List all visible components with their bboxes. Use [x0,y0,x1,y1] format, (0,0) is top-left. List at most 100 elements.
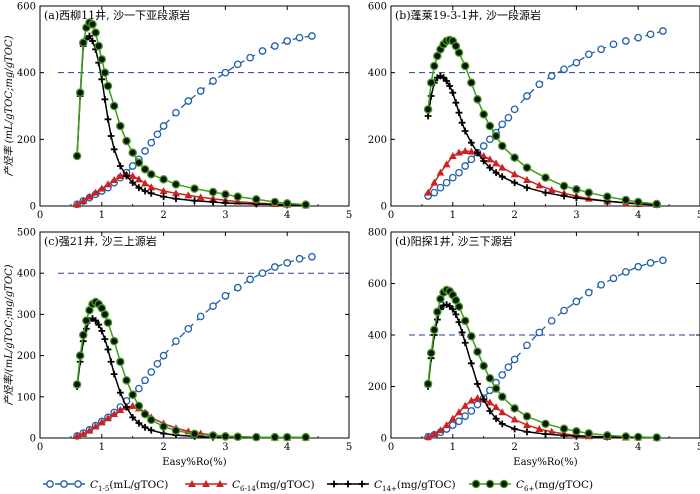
chart-panel-4: 0 1 2 3 4 5 0 200 400 600 800 (d)阳探1井, 沙三下源岩 Easy%Ro… [368,228,700,468]
c14-point-22 [560,192,568,200]
series-line-c15 [76,35,312,205]
legend-entry-c614: C6-14(mg/gTOC) [185,479,315,493]
c614-point-15 [535,181,544,189]
c14-point-12 [461,127,469,135]
y-tick-label: 200 [17,135,36,146]
c614-point-5 [455,148,463,156]
c6-point-23 [233,432,243,442]
c15-point-19 [572,58,581,67]
x-tick-label: 3 [222,210,228,221]
c6-point-7 [94,41,103,51]
c14-point-18 [147,189,155,197]
c6-point-18 [510,153,519,162]
c14-point-15 [129,179,137,187]
c15-point-11 [141,147,149,155]
c6-point-0 [72,380,82,389]
c6-point-22 [221,432,230,441]
x-tick-label: 2 [511,442,517,453]
c6-point-25 [621,195,631,205]
c15-point-7 [467,155,476,164]
c614-point-6 [110,175,119,184]
y-tick-label: 500 [17,228,36,239]
c15-point-25 [295,254,304,263]
c6-point-20 [190,429,199,439]
series-c6 [423,285,661,442]
y-tick-label: 200 [17,351,36,362]
c614-point-11 [492,159,500,167]
x-tick-label: 2 [160,442,166,453]
c6-point-3 [82,316,91,325]
c614-point-7 [467,396,476,404]
c15-point-legend-1 [60,480,68,488]
y-tick-label: 0 [30,434,36,445]
c14-point-9 [452,99,460,107]
c15-point-4 [448,173,457,182]
c6-point-12 [467,78,476,87]
c614-point-1 [430,178,439,186]
c14-point-16 [486,164,494,172]
series-c614 [73,170,310,209]
series-line-c14 [427,75,657,206]
c14-point-21 [542,189,549,197]
c614-point-3 [442,160,451,168]
c614-point-4 [97,184,106,192]
c15-point-17 [196,87,205,95]
c6-point-17 [146,170,156,179]
c6-point-2 [430,61,439,71]
c15-point-24 [283,37,292,45]
series-c14 [73,315,310,441]
c6-point-20 [190,184,199,193]
c15-point-7 [467,407,476,415]
c15-point-20 [584,288,593,297]
c614-point-12 [498,408,507,416]
c15-point-26 [308,252,316,261]
y-tick-label: 400 [17,269,36,280]
y-axis-label: 产烃率 (mL/gTOC;mg/gTOC) [3,35,15,176]
c6-point-11 [460,316,470,326]
c6-point-21 [559,181,569,191]
c614-point-0 [73,200,81,208]
c14-point-18 [147,426,155,434]
x-tick-label: 0 [388,210,394,221]
c14-point-10 [455,109,463,117]
series-c15 [73,252,316,440]
c15-point-20 [233,60,242,69]
c15-point-14 [159,351,168,360]
c15-point-23 [270,263,279,271]
y-tick-label: 0 [30,202,36,213]
c6-point-25 [270,197,280,207]
c614-point-legend-2 [216,479,224,488]
c15-point-12 [498,120,507,129]
c6-point-11 [109,101,119,111]
c614-point-6 [110,410,119,418]
c614-point-15 [535,424,544,433]
c14-point-17 [492,415,500,423]
x-tick-label: 5 [697,442,700,453]
c14-point-13 [467,139,475,147]
c614-point-4 [97,418,106,426]
c15-point-5 [455,168,463,177]
c15-point-21 [246,275,254,284]
c614-point-14 [523,421,531,429]
c14-point-20 [523,428,531,436]
c614-point-1 [79,429,88,437]
c6-point-26 [282,199,292,208]
c14-point-12 [110,145,118,153]
c6-point-17 [497,141,507,151]
c15-point-20 [584,50,593,59]
c6-point-14 [479,361,488,371]
c6-point-27 [301,432,310,442]
c15-point-26 [659,256,667,265]
c6-point-10 [454,48,464,57]
c14-point-8 [449,89,457,97]
c14-point-17 [141,423,149,431]
c15-point-26 [308,32,316,40]
c14-point-9 [101,335,109,343]
y-tick-label: 600 [368,279,387,290]
c14-point-19 [160,193,167,201]
y-tick-label: 800 [368,228,387,239]
c6-point-13 [473,347,482,356]
c14-point-19 [511,179,518,187]
c14-point-14 [474,149,481,157]
